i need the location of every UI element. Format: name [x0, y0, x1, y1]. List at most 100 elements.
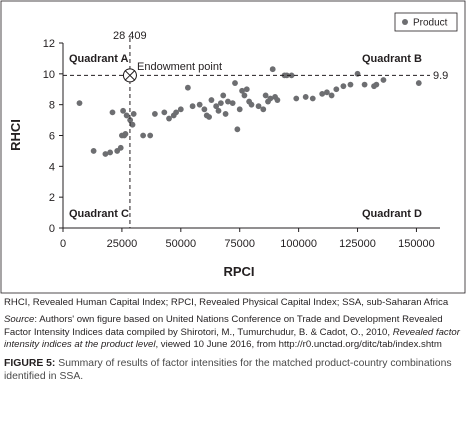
data-point: [239, 87, 245, 94]
x-tick-label: 125000: [339, 238, 376, 250]
y-axis-ticks: 0 2 4 6 8 10 12: [43, 38, 63, 235]
legend-label: Product: [413, 18, 448, 29]
x-axis-ticks: 0 25000 50000 75000 100000 125000 150000: [60, 228, 435, 250]
data-point: [177, 106, 184, 113]
figure-caption: FIGURE 5: Summary of results of factor i…: [4, 357, 465, 383]
data-point: [324, 89, 330, 96]
data-point: [309, 95, 316, 102]
data-point: [241, 92, 248, 99]
endowment-reference-lines: [63, 38, 430, 228]
y-tick-label: 0: [49, 223, 55, 235]
data-point: [120, 107, 126, 114]
data-point: [232, 80, 238, 86]
legend-marker: [402, 19, 408, 25]
figure-caption-text: Summary of results of factor intensities…: [4, 357, 452, 382]
legend-box: [394, 12, 458, 32]
data-point: [107, 149, 114, 156]
endowment-x-label: 28 409: [113, 30, 147, 42]
data-point: [217, 100, 224, 107]
data-point: [283, 72, 290, 79]
data-point: [255, 103, 262, 110]
data-point: [166, 115, 172, 122]
quadrant-b-label: Quadrant B: [362, 53, 422, 65]
chart-border: [0, 0, 466, 294]
data-point: [189, 103, 196, 110]
endowment-marker-cross: [124, 70, 136, 81]
data-point: [373, 81, 380, 88]
data-point: [248, 101, 255, 108]
x-tick-label: 75000: [224, 238, 255, 250]
endowment-point-label: Endowment point: [137, 61, 222, 73]
source-label: Source: [4, 314, 35, 326]
x-axis-title: RPCI: [223, 264, 254, 279]
endowment-y-label: 9.9: [433, 70, 448, 82]
data-point: [328, 92, 335, 99]
data-point: [267, 95, 274, 102]
data-point: [274, 97, 281, 103]
data-point: [76, 100, 83, 107]
y-tick-label: 8: [49, 100, 55, 112]
data-point: [122, 131, 129, 137]
data-point: [262, 92, 269, 99]
x-tick-label: 100000: [280, 238, 317, 250]
data-point: [220, 92, 227, 99]
y-tick-label: 6: [49, 131, 55, 143]
y-tick-label: 4: [49, 161, 55, 173]
data-point: [361, 81, 368, 88]
data-point: [90, 148, 97, 154]
data-point: [127, 117, 134, 123]
data-point: [293, 95, 300, 102]
data-point: [236, 106, 243, 113]
data-point: [161, 109, 168, 116]
data-point: [184, 84, 191, 91]
y-tick-label: 2: [49, 192, 55, 204]
data-point: [140, 132, 147, 139]
data-point: [151, 111, 158, 117]
quadrant-a-label: Quadrant A: [69, 53, 129, 65]
data-point: [147, 132, 154, 139]
data-point: [129, 121, 136, 128]
data-point: [206, 114, 212, 120]
figure-label: FIGURE 5:: [4, 357, 56, 369]
data-point: [302, 94, 309, 100]
data-point: [269, 66, 276, 73]
data-point: [213, 103, 220, 110]
data-point: [109, 109, 116, 116]
data-point: [319, 90, 326, 97]
scatter-chart: 0 25000 50000 75000 100000 125000 150000 0 2 4 6 8…: [0, 0, 466, 294]
source-cited-title: Revealed factor intensity indices at the…: [4, 326, 460, 351]
data-point: [173, 109, 180, 116]
x-tick-label: 150000: [398, 238, 435, 250]
x-tick-label: 25000: [107, 238, 138, 250]
y-tick-label: 12: [43, 38, 55, 50]
data-point: [123, 112, 130, 119]
data-point: [229, 100, 236, 107]
data-point: [225, 98, 231, 105]
quadrant-c-label: Quadrant C: [69, 208, 129, 220]
data-point: [102, 151, 109, 157]
data-points: [76, 66, 422, 157]
data-point: [340, 83, 347, 90]
abbreviations-note: RHCI, Revealed Human Capital Index; RPCI…: [4, 297, 449, 308]
source-note: Source: Authors' own figure based on Uni…: [4, 314, 465, 351]
data-point: [201, 106, 208, 113]
quadrant-d-label: Quadrant D: [362, 208, 422, 220]
data-point: [260, 106, 267, 113]
data-point: [117, 144, 124, 151]
data-point: [415, 80, 422, 86]
data-point: [333, 86, 340, 93]
data-point: [288, 72, 295, 79]
data-point: [347, 81, 354, 88]
data-point: [208, 97, 215, 103]
source-text-part-2: , viewed 10 June 2016, from http://r0.un…: [155, 339, 442, 351]
data-point: [130, 111, 137, 117]
legend: Product: [394, 12, 458, 32]
source-text-part-1: : Authors' own figure based on United Na…: [4, 314, 443, 338]
data-point: [196, 101, 203, 108]
data-point: [222, 111, 229, 117]
x-tick-label: 50000: [166, 238, 197, 250]
figure-caption-block: RHCI, Revealed Human Capital Index; RPCI…: [4, 297, 465, 383]
data-point: [243, 86, 250, 93]
y-axis-title: RHCI: [8, 119, 23, 151]
